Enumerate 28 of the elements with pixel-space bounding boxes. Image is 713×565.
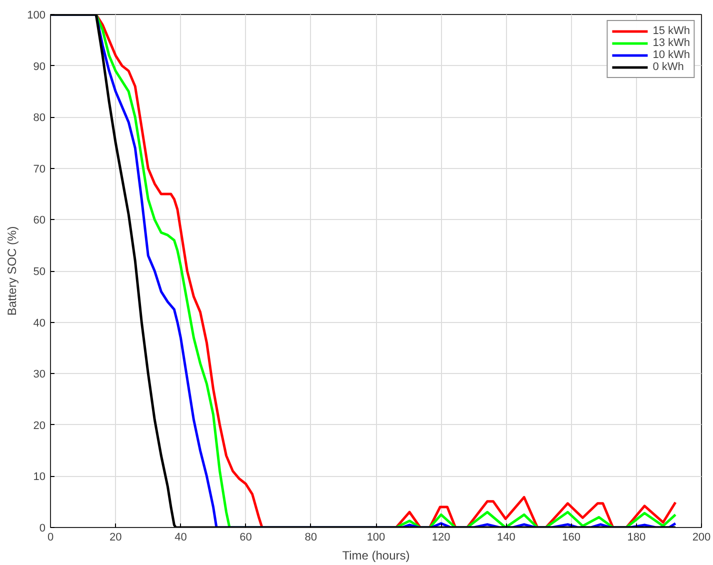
y-tick-label: 70 — [33, 163, 46, 176]
x-tick-label: 200 — [692, 532, 711, 544]
x-tick-label: 80 — [304, 532, 318, 544]
legend-label: 10 kWh — [652, 49, 690, 61]
x-tick-label: 20 — [109, 532, 122, 544]
y-tick-label: 0 — [39, 522, 46, 534]
y-tick-label: 30 — [33, 368, 46, 381]
y-tick-label: 90 — [33, 60, 46, 73]
y-tick-label: 100 — [27, 10, 46, 22]
y-tick-label: 10 — [33, 471, 46, 484]
legend-label: 15 kWh — [652, 25, 690, 37]
x-axis-title: Time (hours) — [342, 548, 410, 562]
x-tick-label: 100 — [366, 532, 386, 544]
legend-label: 13 kWh — [652, 37, 690, 49]
y-axis-title: Battery SOC (%) — [5, 226, 20, 316]
x-tick-label: 120 — [432, 532, 450, 544]
y-tick-label: 20 — [33, 420, 46, 432]
x-tick-label: 0 — [47, 532, 54, 544]
legend-label: 0 kWh — [652, 61, 684, 73]
y-tick-label: 50 — [33, 266, 46, 278]
x-tick-label: 180 — [627, 532, 646, 544]
x-tick-label: 60 — [240, 532, 252, 544]
y-tick-label: 80 — [33, 112, 46, 124]
y-tick-label: 40 — [33, 317, 46, 330]
x-tick-label: 160 — [562, 532, 580, 544]
y-tick-label: 60 — [33, 214, 46, 227]
x-tick-label: 40 — [174, 532, 187, 544]
x-tick-label: 140 — [497, 532, 516, 544]
